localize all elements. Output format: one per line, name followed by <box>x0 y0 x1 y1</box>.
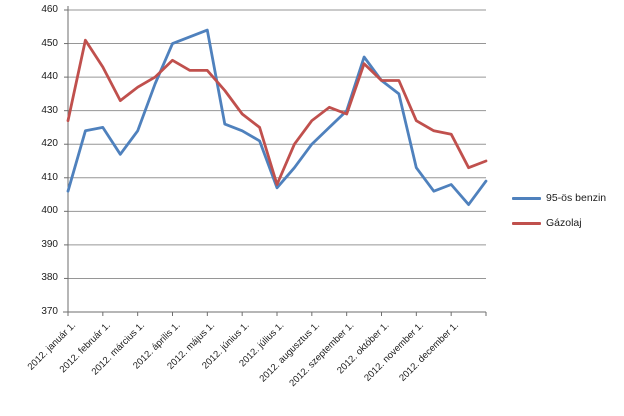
y-axis-tick-label: 450 <box>41 37 58 49</box>
chart-legend: 95-ös benzin Gázolaj <box>512 188 606 238</box>
benzin-line-swatch-icon <box>512 196 541 200</box>
gazolaj-series-line <box>66 38 488 186</box>
gazolaj-legend-label: Gázolaj <box>546 217 582 229</box>
y-axis-tick-label: 410 <box>41 171 58 183</box>
y-axis-tick-label: 460 <box>41 4 58 15</box>
benzin-series-line <box>66 28 488 207</box>
legend-item-gazolaj: Gázolaj <box>512 213 606 233</box>
y-axis-tick-label: 400 <box>41 205 58 217</box>
y-axis-tick-label: 420 <box>41 138 58 150</box>
y-axis-tick-label: 380 <box>41 272 58 284</box>
y-axis-tick-label: 430 <box>41 104 58 116</box>
y-axis-tick-label: 390 <box>41 238 58 250</box>
benzin-legend-label: 95-ös benzin <box>546 192 607 204</box>
gazolaj-line-swatch-icon <box>512 221 541 225</box>
legend-item-benzin: 95-ös benzin <box>512 188 606 208</box>
y-axis-tick-label: 370 <box>41 306 58 317</box>
y-axis-tick-label: 440 <box>41 71 58 83</box>
